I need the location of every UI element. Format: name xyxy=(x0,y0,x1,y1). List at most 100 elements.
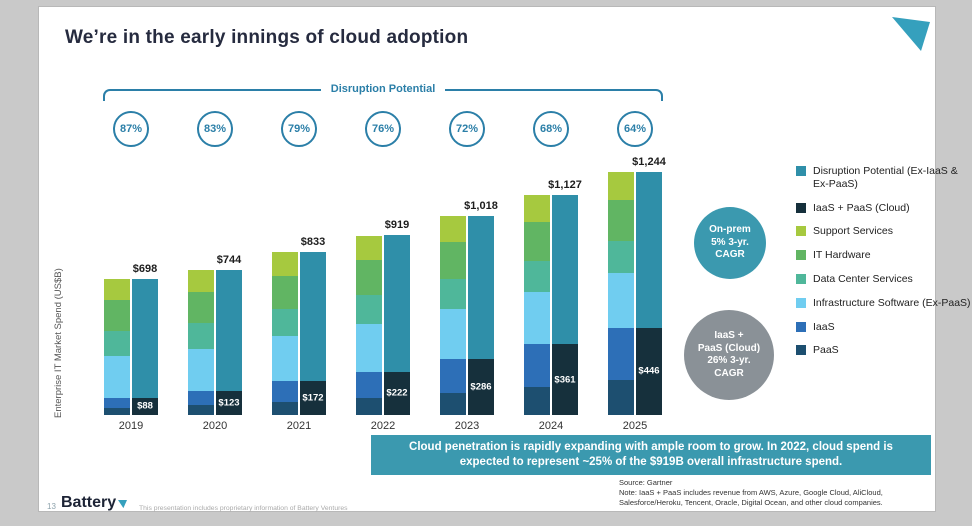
brand-triangle-icon xyxy=(118,496,128,514)
bar-segment-support-services xyxy=(440,216,466,242)
total-split-bar: $88 xyxy=(132,278,158,415)
legend-label: Infrastructure Software (Ex-PaaS) xyxy=(813,296,971,309)
bracket-line xyxy=(112,89,321,91)
legend: Disruption Potential (Ex-IaaS & Ex-PaaS)… xyxy=(796,165,972,357)
chart-cell: 76% xyxy=(341,111,425,147)
brand-logo: Battery xyxy=(61,494,128,514)
chart-cell: $446 $1,244 xyxy=(593,156,677,415)
disruption-pct-badge: 83% xyxy=(197,111,233,147)
bar-segment-paas xyxy=(440,392,466,415)
chart-cell: 2021 xyxy=(257,420,341,432)
bar-segment-data-center-services xyxy=(188,323,214,349)
chart-cell: $361 $1,127 xyxy=(509,163,593,415)
bar-group: $361 xyxy=(524,194,578,415)
disruption-pct-badge: 72% xyxy=(449,111,485,147)
bar-segment-support-services xyxy=(524,194,550,222)
takeaway-banner: Cloud penetration is rapidly expanding w… xyxy=(371,435,931,475)
bar-segment-iaas xyxy=(608,327,634,381)
chart-cell: $88 $698 xyxy=(89,163,173,415)
bar-segment-iaas xyxy=(440,359,466,393)
legend-swatch-iaas xyxy=(796,321,806,332)
callout-line: 26% 3-yr. xyxy=(707,355,751,366)
bar-segment-paas xyxy=(608,380,634,415)
bar-segment-disruption-potential xyxy=(132,278,158,398)
legend-label: IT Hardware xyxy=(813,249,871,262)
bar-segment-iaas-paas-cloud: $172 xyxy=(300,381,326,415)
bracket-end-right xyxy=(654,89,663,101)
legend-item: IaaS xyxy=(796,321,972,334)
bar-segment-data-center-services xyxy=(272,309,298,337)
bar-segment-support-services xyxy=(608,172,634,201)
bar-segment-it-hardware xyxy=(608,200,634,241)
legend-label: Support Services xyxy=(813,225,893,238)
chart-cell: 2023 xyxy=(425,420,509,432)
chart-cell: $172 $833 xyxy=(257,163,341,415)
total-split-bar: $361 xyxy=(552,194,578,415)
disruption-pct-badge: 79% xyxy=(281,111,317,147)
callout-line: CAGR xyxy=(714,367,744,379)
bar-segment-it-hardware xyxy=(356,260,382,296)
bar-segment-support-services xyxy=(356,235,382,261)
bar-segment-data-center-services xyxy=(104,331,130,357)
onprem-stacked-bar xyxy=(104,278,130,415)
bar-segment-iaas xyxy=(188,390,214,406)
bar-segment-infrastructure-software-ex-paas xyxy=(524,292,550,345)
legend-label: IaaS + PaaS (Cloud) xyxy=(813,201,910,214)
onprem-stacked-bar xyxy=(356,235,382,415)
total-value-label: $1,127 xyxy=(548,178,582,191)
chart-cell: 2025 xyxy=(593,420,677,432)
disruption-pct-badge: 87% xyxy=(113,111,149,147)
total-value-label: $698 xyxy=(132,262,158,275)
onprem-stacked-bar xyxy=(440,216,466,415)
chart-cell: 2024 xyxy=(509,420,593,432)
page-number: 13 xyxy=(47,502,56,511)
bar-segment-disruption-potential xyxy=(636,172,662,328)
legend-item: Disruption Potential (Ex-IaaS & Ex-PaaS) xyxy=(796,165,972,191)
chart-plot: $88 $698 $123 $744 $172 $833 $222 $919 $286 $1,01… xyxy=(89,156,677,415)
note-line: Note: IaaS + PaaS includes revenue from … xyxy=(619,488,883,508)
disruption-pct-badge: 76% xyxy=(365,111,401,147)
callout-line: On-prem xyxy=(709,224,751,236)
bar-segment-support-services xyxy=(104,278,130,300)
chart-cell: 79% xyxy=(257,111,341,147)
chart-cell: $123 $744 xyxy=(173,163,257,415)
bracket-end-left xyxy=(103,89,112,101)
bar-segment-infrastructure-software-ex-paas xyxy=(188,348,214,391)
bar-segment-paas xyxy=(524,386,550,415)
bar-segment-paas xyxy=(272,401,298,415)
chart-cell: 2019 xyxy=(89,420,173,432)
onprem-callout: On-prem 5% 3-yr. CAGR xyxy=(694,207,766,279)
legend-label: Data Center Services xyxy=(813,272,913,285)
bar-segment-it-hardware xyxy=(104,299,130,332)
total-value-label: $744 xyxy=(216,253,242,266)
legend-item: Support Services xyxy=(796,225,972,238)
cloud-value-label: $88 xyxy=(137,400,153,412)
legend-swatch-it-hardware xyxy=(796,250,806,261)
legend-swatch-paas xyxy=(796,345,806,356)
chart-cell: 72% xyxy=(425,111,509,147)
legend-label: PaaS xyxy=(813,344,839,357)
bar-segment-it-hardware xyxy=(188,291,214,324)
chart-cell: 64% xyxy=(593,111,677,147)
bar-segment-it-hardware xyxy=(272,275,298,310)
bar-segment-iaas-paas-cloud: $222 xyxy=(384,371,410,415)
total-split-bar: $172 xyxy=(300,252,326,415)
legend-item: Infrastructure Software (Ex-PaaS) xyxy=(796,297,972,310)
legend-swatch-iaas-paas-cloud xyxy=(796,202,806,213)
bar-segment-infrastructure-software-ex-paas xyxy=(440,309,466,360)
cloud-value-label: $361 xyxy=(554,374,576,386)
bar-segment-infrastructure-software-ex-paas xyxy=(272,336,298,382)
bar-segment-support-services xyxy=(272,252,298,276)
bar-group: $123 xyxy=(188,269,242,415)
legend-label: Disruption Potential (Ex-IaaS & Ex-PaaS) xyxy=(813,165,958,190)
year-label: 2020 xyxy=(202,420,228,432)
bar-segment-support-services xyxy=(188,269,214,292)
bar-segment-disruption-potential xyxy=(468,216,494,360)
bar-segment-iaas-paas-cloud: $123 xyxy=(216,390,242,415)
bar-group: $446 xyxy=(608,172,662,415)
total-split-bar: $123 xyxy=(216,269,242,415)
callout-line: IaaS + xyxy=(714,330,744,341)
chart-cell: $222 $919 xyxy=(341,163,425,415)
slide-title: We’re in the early innings of cloud adop… xyxy=(65,27,469,48)
bar-segment-data-center-services xyxy=(356,295,382,324)
